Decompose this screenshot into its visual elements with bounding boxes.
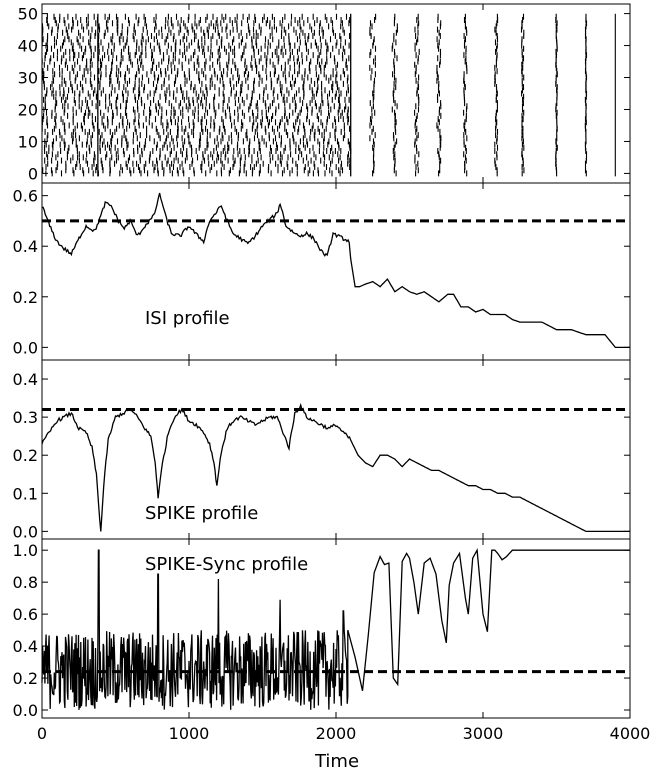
x-tick-label: 4000: [610, 724, 651, 743]
y-tick-label: 50: [18, 5, 38, 24]
y-tick-label: 0.4: [13, 237, 38, 256]
y-tick-label: 0.1: [13, 484, 38, 503]
x-tick-label: 1000: [169, 724, 210, 743]
y-tick-label: 30: [18, 69, 38, 88]
axes-frame: [41, 359, 631, 540]
y-tick-label: 0.0: [13, 701, 38, 720]
y-tick-label: 1.0: [13, 541, 38, 560]
y-tick-label: 20: [18, 100, 38, 119]
x-axis-label: Time: [314, 751, 359, 772]
panel-1: 0 10 20 30 40 50: [18, 3, 631, 184]
spike-ticks: [41, 13, 616, 177]
y-tick-label: 40: [18, 37, 38, 56]
y-tick-label: 0.0: [13, 522, 38, 541]
profile-line: [41, 548, 630, 710]
panel-label: ISI profile: [145, 308, 230, 329]
y-tick-label: 0.0: [13, 338, 38, 357]
x-tick-label: 0: [37, 724, 47, 743]
raster-spikes: [41, 13, 616, 177]
figure-panels: 0 10 20 30 40 50 0.0 0.2 0.4 0.6 ISI profile 0.0 0.1…: [13, 3, 651, 743]
profile-line: [41, 402, 630, 533]
axes-frame: [41, 182, 631, 361]
profile-line: [41, 192, 630, 349]
y-tick-label: 0.6: [13, 187, 38, 206]
panel-label: SPIKE-Sync profile: [145, 554, 308, 575]
y-tick-label: 0.4: [13, 370, 38, 389]
y-tick-label: 10: [18, 132, 38, 151]
y-tick-label: 0.8: [13, 573, 38, 592]
panel-label: SPIKE profile: [145, 503, 258, 524]
y-tick-label: 0.4: [13, 637, 38, 656]
y-tick-label: 0.3: [13, 408, 38, 427]
y-tick-label: 0.2: [13, 446, 38, 465]
y-tick-label: 0: [28, 164, 38, 183]
x-tick-label: 2000: [316, 724, 357, 743]
panel-2: 0.0 0.2 0.4 0.6 ISI profile: [13, 182, 631, 361]
panel-4: 0.0 0.2 0.4 0.6 0.8 1.0 0 1000 2000 3000 4000 SPIKE…: [13, 538, 651, 743]
y-tick-label: 0.2: [13, 669, 38, 688]
panel-3: 0.0 0.1 0.2 0.3 0.4 SPIKE profile: [13, 359, 631, 541]
x-tick-label: 3000: [463, 724, 504, 743]
y-tick-label: 0.2: [13, 288, 38, 307]
y-tick-label: 0.6: [13, 605, 38, 624]
